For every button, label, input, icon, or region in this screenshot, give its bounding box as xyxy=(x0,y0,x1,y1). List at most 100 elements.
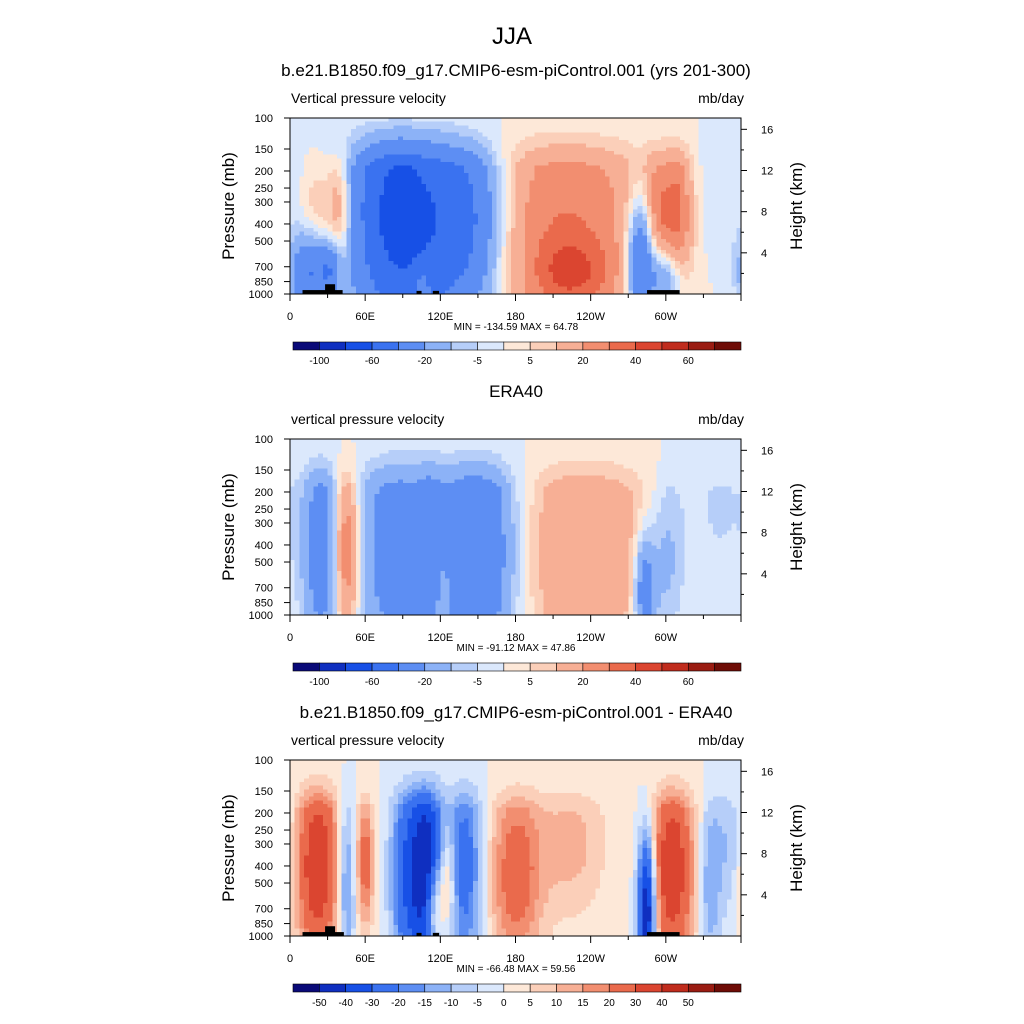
contour-cell xyxy=(421,184,427,189)
contour-cell xyxy=(628,279,634,284)
contour-cell xyxy=(726,151,733,156)
contour-cell xyxy=(689,118,695,123)
contour-cell xyxy=(308,173,315,178)
contour-cell xyxy=(308,574,315,579)
contour-cell xyxy=(534,165,540,170)
contour-cell xyxy=(731,239,737,244)
contour-cell xyxy=(623,213,629,218)
contour-cell xyxy=(656,235,662,240)
contour-cell xyxy=(308,180,315,185)
contour-cell xyxy=(388,180,394,185)
contour-cell xyxy=(698,165,705,170)
contour-cell xyxy=(717,173,723,178)
contour-cell xyxy=(590,213,596,218)
contour-cell xyxy=(585,147,592,152)
contour-cell xyxy=(543,180,549,185)
contour-cell xyxy=(430,143,437,148)
contour-cell xyxy=(290,468,296,473)
contour-cell xyxy=(308,275,315,280)
contour-cell xyxy=(520,169,526,174)
contour-cell xyxy=(684,191,690,196)
contour-cell xyxy=(708,228,714,233)
contour-cell xyxy=(675,151,681,156)
contour-cell xyxy=(365,129,371,134)
contour-cell xyxy=(576,217,582,222)
contour-cell xyxy=(449,209,456,214)
contour-cell xyxy=(712,279,719,284)
contour-cell xyxy=(482,191,488,196)
contour-cell xyxy=(351,132,357,137)
contour-cell xyxy=(416,143,423,148)
contour-cell xyxy=(524,125,531,130)
contour-cell xyxy=(600,162,606,167)
contour-cell xyxy=(426,118,432,123)
contour-cell xyxy=(656,136,662,141)
contour-cell xyxy=(557,257,564,262)
contour-cell xyxy=(322,140,329,145)
contour-cell xyxy=(515,224,521,229)
contour-cell xyxy=(529,132,535,137)
contour-cell xyxy=(670,286,676,291)
contour-cell xyxy=(562,253,568,258)
contour-cell xyxy=(726,132,733,137)
contour-cell xyxy=(557,209,564,214)
contour-cell xyxy=(524,253,531,258)
contour-cell xyxy=(694,191,700,196)
contour-cell xyxy=(351,250,357,255)
contour-cell xyxy=(618,202,625,207)
contour-cell xyxy=(595,220,601,225)
contour-cell xyxy=(515,187,521,192)
contour-cell xyxy=(379,213,385,218)
contour-cell xyxy=(487,235,493,240)
x-tick-label: 180 xyxy=(506,311,524,323)
contour-cell xyxy=(379,180,385,185)
contour-cell xyxy=(628,180,634,185)
contour-cell xyxy=(651,191,658,196)
contour-cell xyxy=(398,154,404,159)
contour-cell xyxy=(712,213,719,218)
contour-cell xyxy=(449,268,456,273)
contour-cell xyxy=(698,184,705,189)
contour-cell xyxy=(416,176,423,181)
contour-cell xyxy=(407,235,413,240)
contour-cell xyxy=(708,206,714,211)
contour-cell xyxy=(628,154,634,159)
contour-cell xyxy=(355,239,362,244)
contour-cell xyxy=(322,206,329,211)
contour-cell xyxy=(454,261,460,266)
contour-cell xyxy=(609,195,615,200)
contour-cell xyxy=(327,184,333,189)
contour-cell xyxy=(449,257,456,262)
contour-cell xyxy=(557,228,564,233)
contour-cell xyxy=(632,198,639,203)
contour-cell xyxy=(299,600,305,605)
contour-cell xyxy=(412,191,418,196)
contour-cell xyxy=(726,147,733,152)
contour-cell xyxy=(496,272,503,277)
contour-cell xyxy=(708,253,714,258)
contour-cell xyxy=(524,187,531,192)
contour-cell xyxy=(492,264,498,269)
contour-cell xyxy=(510,187,517,192)
contour-cell xyxy=(308,512,315,517)
contour-cell xyxy=(576,162,582,167)
contour-cell xyxy=(609,206,615,211)
contour-cell xyxy=(421,125,427,130)
contour-cell xyxy=(506,206,512,211)
contour-cell xyxy=(600,246,606,251)
contour-cell xyxy=(694,220,700,225)
contour-cell xyxy=(679,283,686,288)
contour-cell xyxy=(365,165,371,170)
contour-cell xyxy=(543,246,549,251)
contour-cell xyxy=(543,217,549,222)
contour-cell xyxy=(689,231,695,236)
contour-cell xyxy=(477,239,484,244)
contour-cell xyxy=(548,231,554,236)
contour-cell xyxy=(304,486,310,491)
contour-cell xyxy=(304,231,310,236)
contour-cell xyxy=(351,118,357,123)
contour-cell xyxy=(571,224,578,229)
contour-cell xyxy=(637,257,643,262)
contour-cell xyxy=(355,180,362,185)
contour-cell xyxy=(684,268,690,273)
